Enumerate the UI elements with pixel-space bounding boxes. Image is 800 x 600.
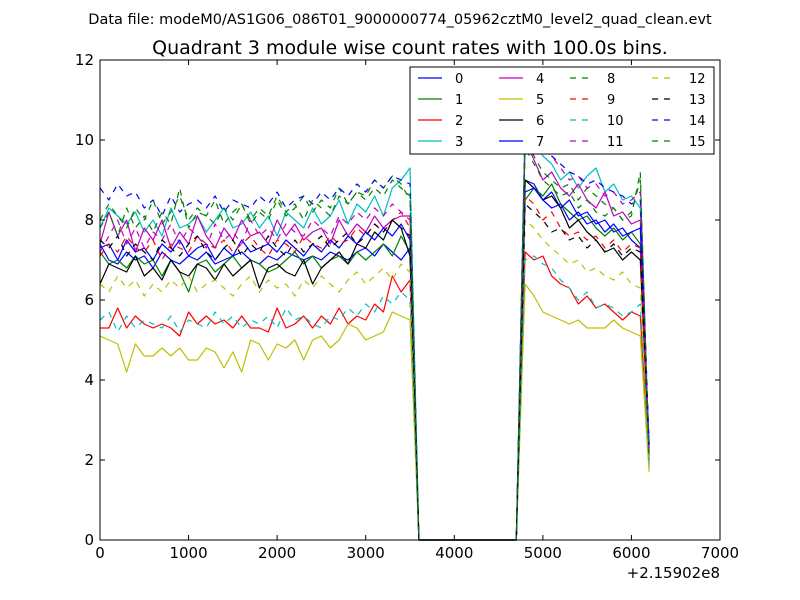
legend-label-2: 2	[455, 114, 463, 129]
x-tick-label: 1000	[169, 544, 207, 562]
legend-label-15: 15	[689, 135, 706, 150]
series-line-1	[99, 183, 650, 541]
legend-label-6: 6	[536, 114, 544, 129]
legend-label-4: 4	[536, 72, 544, 87]
x-tick-label: 6000	[612, 544, 650, 562]
x-tick-label: 3000	[347, 544, 385, 562]
legend-label-11: 11	[607, 135, 624, 150]
x-tick-label: 5000	[524, 544, 562, 562]
legend-label-12: 12	[689, 72, 706, 87]
series-line-2	[100, 251, 650, 541]
series-line-11	[99, 127, 650, 541]
series-line-6	[99, 179, 650, 541]
legend-label-5: 5	[536, 93, 544, 108]
data-file-header: Data file: modeM0/AS1G06_086T01_90000007…	[88, 12, 712, 28]
legend-label-14: 14	[689, 114, 706, 129]
series-line-5	[99, 283, 650, 541]
x-axis-offset-label: +2.15902e8	[627, 564, 720, 582]
series-line-3	[99, 119, 650, 541]
series-line-9	[99, 195, 650, 541]
x-tick-label: 4000	[435, 544, 473, 562]
series-line-7	[99, 187, 650, 541]
plot-lines	[99, 119, 650, 541]
series-line-12	[99, 219, 650, 541]
x-tick-label: 2000	[258, 544, 296, 562]
legend-label-10: 10	[607, 114, 624, 129]
series-line-13	[99, 203, 650, 541]
series-line-8	[99, 139, 650, 541]
chart-title: Quadrant 3 module wise count rates with …	[152, 37, 668, 59]
y-tick-label: 6	[84, 291, 94, 309]
legend-label-7: 7	[536, 135, 544, 150]
legend-label-8: 8	[607, 72, 615, 87]
legend-box	[409, 66, 715, 155]
series-line-4	[99, 139, 650, 541]
x-tick-label: 0	[95, 544, 105, 562]
x-tick-label: 7000	[701, 544, 739, 562]
y-tick-label: 10	[75, 131, 94, 149]
series-line-14	[99, 131, 650, 541]
legend-label-3: 3	[455, 135, 463, 150]
y-tick-label: 8	[84, 211, 94, 229]
series-line-0	[99, 179, 650, 541]
series-line-15	[99, 147, 650, 541]
y-tick-label: 12	[75, 51, 94, 69]
y-tick-label: 0	[84, 531, 94, 549]
y-tick-label: 4	[84, 371, 94, 389]
legend-label-13: 13	[689, 93, 706, 108]
legend-label-0: 0	[455, 72, 463, 87]
legend-label-1: 1	[455, 93, 463, 108]
series-line-10	[99, 255, 650, 541]
y-tick-label: 2	[84, 451, 94, 469]
legend-label-9: 9	[607, 93, 615, 108]
